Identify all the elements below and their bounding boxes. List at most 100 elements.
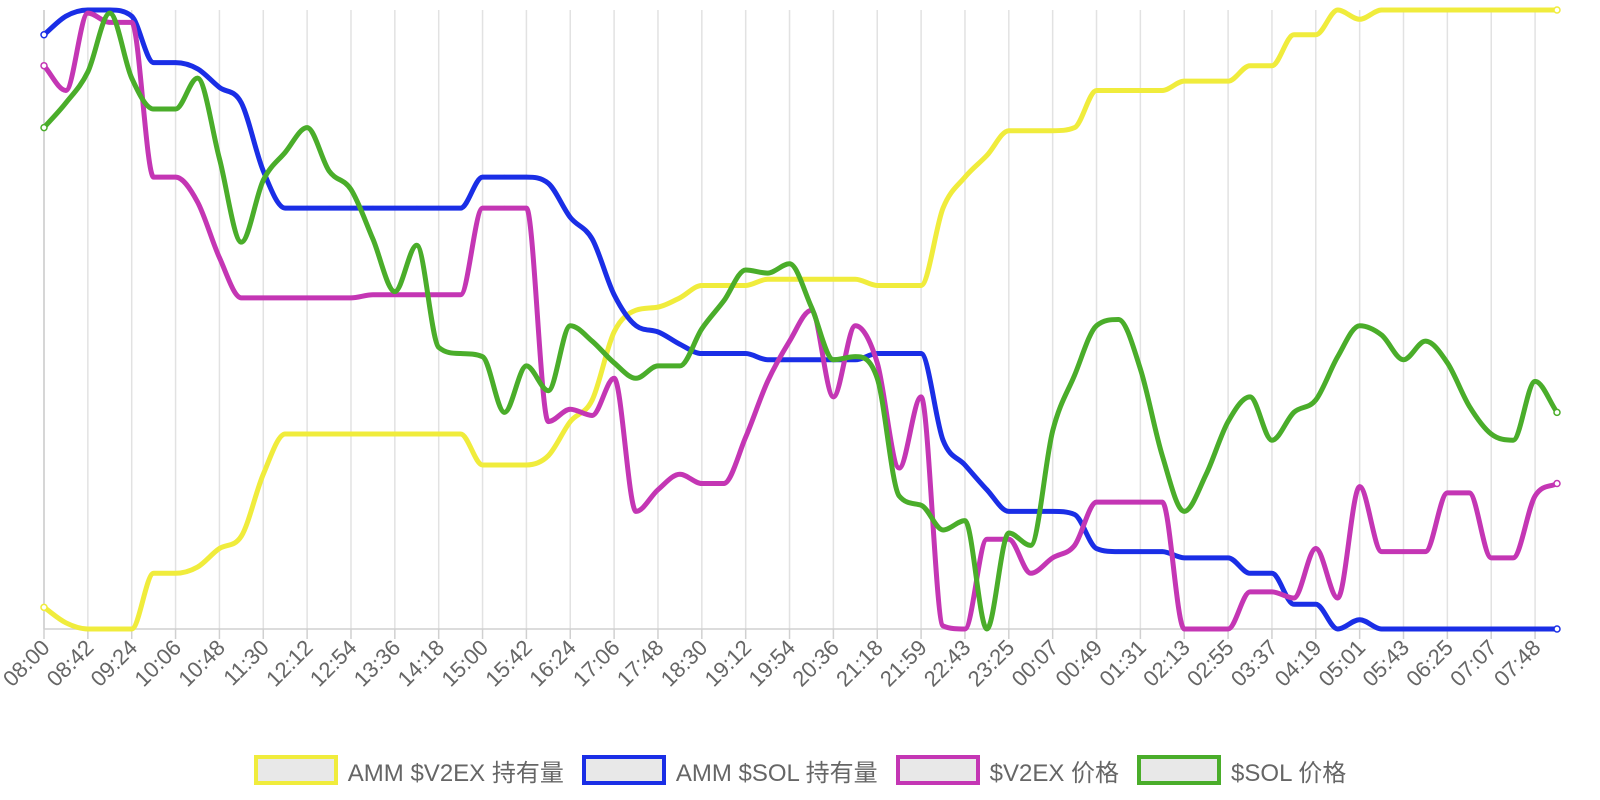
data-point xyxy=(40,603,48,612)
data-point xyxy=(217,255,222,260)
data-point xyxy=(1182,626,1187,632)
data-point xyxy=(1445,490,1450,496)
data-point xyxy=(436,205,441,211)
data-point xyxy=(283,431,288,437)
data-point xyxy=(1225,78,1231,84)
data-point xyxy=(370,236,376,242)
data-point xyxy=(743,434,748,440)
data-point xyxy=(633,323,639,328)
data-point xyxy=(611,376,617,381)
data-point xyxy=(743,351,748,356)
tick-label: 00:49 xyxy=(1050,635,1107,692)
data-point xyxy=(809,304,814,310)
data-point xyxy=(1291,32,1297,37)
data-point xyxy=(918,394,924,400)
tick-label: 07:48 xyxy=(1489,635,1546,692)
data-point xyxy=(304,431,310,437)
data-point xyxy=(283,150,288,155)
tick-label: 19:54 xyxy=(743,635,800,692)
data-point xyxy=(699,326,705,331)
data-point xyxy=(611,292,617,297)
data-point xyxy=(765,379,770,384)
data-point xyxy=(129,20,134,25)
data-point xyxy=(721,283,726,288)
data-point xyxy=(1379,549,1384,554)
data-point xyxy=(1553,625,1561,633)
data-point xyxy=(1203,472,1209,477)
data-point xyxy=(392,205,398,211)
legend-item-v2ex-holding[interactable]: AMM $V2EX 持有量 xyxy=(253,753,564,788)
legend-swatch-sol-holding xyxy=(581,755,666,785)
data-point xyxy=(1138,366,1143,372)
tick-label: 22:43 xyxy=(919,635,976,692)
data-point xyxy=(239,239,244,245)
data-point xyxy=(1225,555,1231,561)
data-point xyxy=(458,431,463,437)
data-point xyxy=(1510,555,1516,561)
data-point xyxy=(1335,7,1340,13)
data-point xyxy=(63,13,69,19)
data-point xyxy=(1269,571,1275,576)
tick-label: 18:30 xyxy=(656,635,713,692)
data-point xyxy=(1160,88,1165,93)
data-point xyxy=(984,487,990,492)
legend-item-sol-price[interactable]: $SOL 价格 xyxy=(1137,753,1346,788)
data-point xyxy=(743,267,748,273)
data-point xyxy=(1313,546,1318,551)
data-point xyxy=(1489,626,1494,632)
data-point xyxy=(480,354,485,359)
data-point xyxy=(1423,549,1428,554)
data-point xyxy=(940,205,946,211)
tick-label: 20:36 xyxy=(787,635,844,692)
legend-item-v2ex-price[interactable]: $V2EX 价格 xyxy=(895,753,1119,788)
data-point xyxy=(173,174,178,180)
data-point xyxy=(984,626,990,632)
data-point xyxy=(655,487,661,492)
legend: AMM $V2EX 持有量 AMM $SOL 持有量 $V2EX 价格 $SOL… xyxy=(0,752,1600,788)
data-point xyxy=(1532,379,1538,384)
data-point xyxy=(1335,354,1340,359)
data-point xyxy=(1203,555,1209,561)
data-point xyxy=(962,518,968,523)
series-2 xyxy=(40,10,1561,632)
data-point xyxy=(151,106,156,112)
data-point xyxy=(436,431,441,437)
data-point xyxy=(1138,549,1143,554)
legend-item-sol-holding[interactable]: AMM $SOL 持有量 xyxy=(581,753,878,788)
data-point xyxy=(195,66,200,72)
data-point xyxy=(940,623,946,629)
data-point xyxy=(480,205,485,211)
data-point xyxy=(1225,419,1231,424)
data-point xyxy=(195,564,200,570)
data-point xyxy=(370,205,376,211)
data-point xyxy=(1094,499,1099,505)
series-line xyxy=(41,7,1560,632)
data-point xyxy=(436,345,441,350)
data-point xyxy=(85,10,91,16)
data-point xyxy=(392,431,398,437)
data-point xyxy=(940,527,946,533)
data-point xyxy=(1138,88,1143,93)
data-point xyxy=(1116,317,1121,322)
data-point xyxy=(1291,602,1297,607)
tick-label: 11:30 xyxy=(218,635,273,690)
data-point xyxy=(348,187,354,192)
data-point xyxy=(1467,490,1472,496)
data-point xyxy=(918,351,924,356)
tick-label: 02:55 xyxy=(1182,635,1239,692)
tick-label: 14:18 xyxy=(393,635,450,692)
data-point xyxy=(195,75,200,81)
data-point xyxy=(458,292,463,297)
data-point xyxy=(1423,338,1428,344)
data-point xyxy=(1050,555,1055,561)
tick-label: 19:12 xyxy=(700,635,757,692)
data-point xyxy=(1094,88,1099,93)
data-point xyxy=(1357,323,1362,328)
data-point xyxy=(458,351,463,356)
data-point xyxy=(1160,549,1165,554)
data-point xyxy=(63,620,69,626)
data-point xyxy=(1401,357,1406,362)
data-point xyxy=(261,472,266,477)
x-axis xyxy=(43,628,1557,639)
tick-label: 21:59 xyxy=(875,635,932,692)
